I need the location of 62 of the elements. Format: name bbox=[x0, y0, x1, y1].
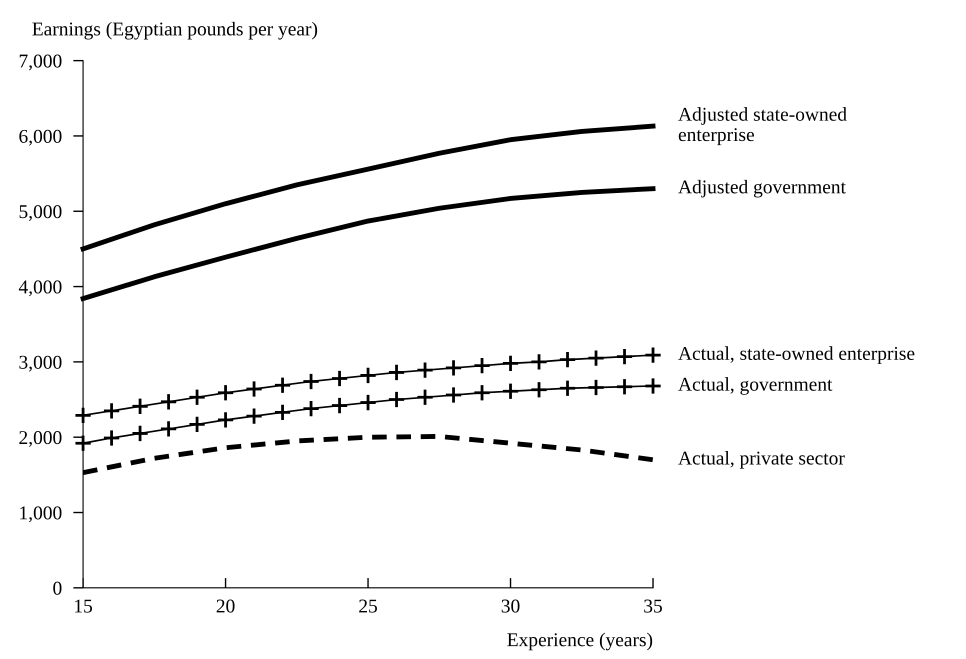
point bbox=[216, 384, 235, 402]
point bbox=[444, 358, 463, 377]
point bbox=[359, 394, 378, 412]
point bbox=[274, 376, 292, 394]
point bbox=[74, 406, 92, 424]
series-label: Adjusted state-owned enterprise bbox=[678, 107, 847, 146]
point bbox=[330, 369, 349, 388]
y-tick-label: 0 bbox=[53, 582, 62, 595]
point bbox=[615, 378, 634, 396]
point bbox=[245, 407, 264, 426]
y-tick-label: 6,000 bbox=[19, 130, 62, 146]
point bbox=[274, 403, 292, 422]
y-axis-title: Earnings (Egyptian pounds per year) bbox=[32, 22, 318, 40]
point bbox=[558, 379, 577, 398]
point bbox=[388, 363, 406, 382]
y-tick-label: 1,000 bbox=[20, 506, 62, 522]
series-label: Adjusted government bbox=[678, 180, 846, 198]
point bbox=[530, 352, 548, 371]
y-tick-label: 4,000 bbox=[18, 280, 62, 296]
series-label: Actual, private sector bbox=[678, 450, 845, 469]
point bbox=[644, 376, 662, 396]
point bbox=[302, 400, 320, 418]
x-axis-title: Experience (years) bbox=[507, 632, 652, 650]
point bbox=[416, 361, 434, 380]
point bbox=[160, 392, 178, 411]
point bbox=[216, 410, 235, 429]
y-tick-label: 5,000 bbox=[20, 205, 62, 221]
series-label: Actual, government bbox=[678, 377, 832, 395]
point bbox=[502, 382, 520, 400]
x-tick-label: 25 bbox=[359, 600, 378, 613]
x-tick-label: 30 bbox=[502, 600, 520, 613]
point bbox=[160, 420, 178, 438]
point bbox=[644, 346, 662, 364]
point bbox=[131, 424, 150, 442]
y-tick-label: 3,000 bbox=[19, 356, 62, 372]
point bbox=[473, 356, 492, 375]
point bbox=[502, 354, 520, 372]
point bbox=[131, 397, 150, 416]
point bbox=[444, 386, 463, 404]
point bbox=[330, 396, 349, 415]
point bbox=[302, 372, 320, 390]
point bbox=[473, 384, 492, 402]
point bbox=[586, 378, 606, 397]
x-tick-label: 15 bbox=[75, 600, 92, 613]
x-tick-label: 35 bbox=[644, 600, 662, 613]
point bbox=[102, 428, 121, 447]
point bbox=[558, 350, 577, 369]
point bbox=[188, 388, 206, 406]
x-tick-label: 20 bbox=[216, 600, 235, 613]
point bbox=[188, 415, 206, 434]
point bbox=[530, 380, 548, 399]
point bbox=[74, 434, 92, 452]
point bbox=[245, 380, 264, 398]
point bbox=[586, 349, 606, 368]
series-label: Actual, state-owned enterprise bbox=[678, 346, 914, 364]
y-tick-label: 7,000 bbox=[20, 54, 62, 70]
point bbox=[359, 366, 378, 384]
y-tick-label: 2,000 bbox=[19, 431, 62, 447]
point bbox=[416, 388, 434, 406]
point bbox=[102, 402, 121, 420]
point bbox=[615, 348, 634, 366]
point bbox=[388, 390, 406, 409]
